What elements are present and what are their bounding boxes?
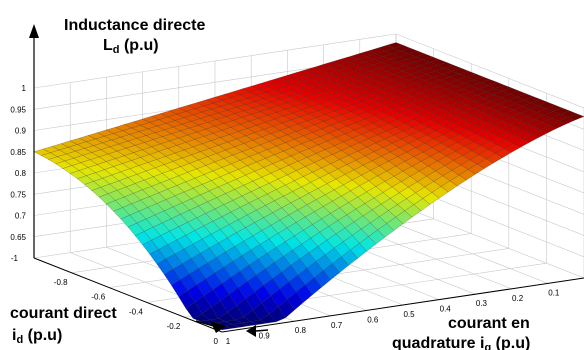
id-tick-label: -0.6 <box>91 293 105 302</box>
id-axis-line <box>33 257 223 333</box>
z-tick-label: 0.95 <box>10 105 26 114</box>
z-base-label: -1 <box>11 254 19 263</box>
iq-axis-line <box>221 277 584 333</box>
z-axis-arrow <box>29 24 39 38</box>
tick-labels: 1 0.95 0.9 0.85 0.8 0.75 0.7 0.65 -1 -0.8 -0.6 -0.4… <box>10 84 560 346</box>
iq-tick-label: 0.6 <box>367 315 379 324</box>
id-tick-label: -0.8 <box>54 278 68 287</box>
iq-axis-arrow-shaft <box>255 329 269 332</box>
z-tick-label: 0.7 <box>15 212 27 221</box>
id-tick-label: -0.2 <box>167 322 181 331</box>
iq-tick-label: 0.2 <box>512 294 524 303</box>
z-axis-label: Ld (p.u) <box>103 37 159 56</box>
iq-tick-label: 1 <box>226 337 231 346</box>
z-tick-label: 0.8 <box>15 169 27 178</box>
iq-tick-label: 0.9 <box>259 332 271 341</box>
y-axis-label-line1: courant en <box>448 315 530 332</box>
iq-axis-arrow <box>246 325 256 337</box>
x-axis-label-line2: id (p.u) <box>12 327 62 346</box>
surface-cell <box>567 113 584 121</box>
chart-title: Inductance directe <box>64 17 205 34</box>
x-axis-label-line1: courant direct <box>10 305 117 322</box>
z-tick-label: 1 <box>22 84 27 93</box>
iq-tick-label: 0.4 <box>440 305 452 314</box>
id-axis-arrow <box>210 321 226 333</box>
id-tick-label: -0.4 <box>129 307 143 316</box>
id-tick-label: 0 <box>214 337 219 346</box>
iq-tick-label: 0.8 <box>295 326 307 335</box>
z-tick-label: 0.9 <box>15 127 27 136</box>
chart-axes <box>29 24 584 337</box>
iq-tick-label: 0.1 <box>548 288 560 297</box>
iq-tick-label: 0.5 <box>403 310 415 319</box>
grid-line-iq-floor <box>395 203 584 279</box>
iq-tick-label: 0.3 <box>476 299 488 308</box>
z-tick-label: 0.75 <box>10 190 26 199</box>
y-axis-label-line2: quadrature iq (p.u) <box>392 335 530 350</box>
z-tick-label: 0.65 <box>10 233 26 242</box>
id-axis-arrow-shaft <box>195 320 215 327</box>
z-tick-label: 0.85 <box>10 148 26 157</box>
surface-plot <box>33 42 584 331</box>
iq-tick-label: 0.7 <box>331 321 343 330</box>
